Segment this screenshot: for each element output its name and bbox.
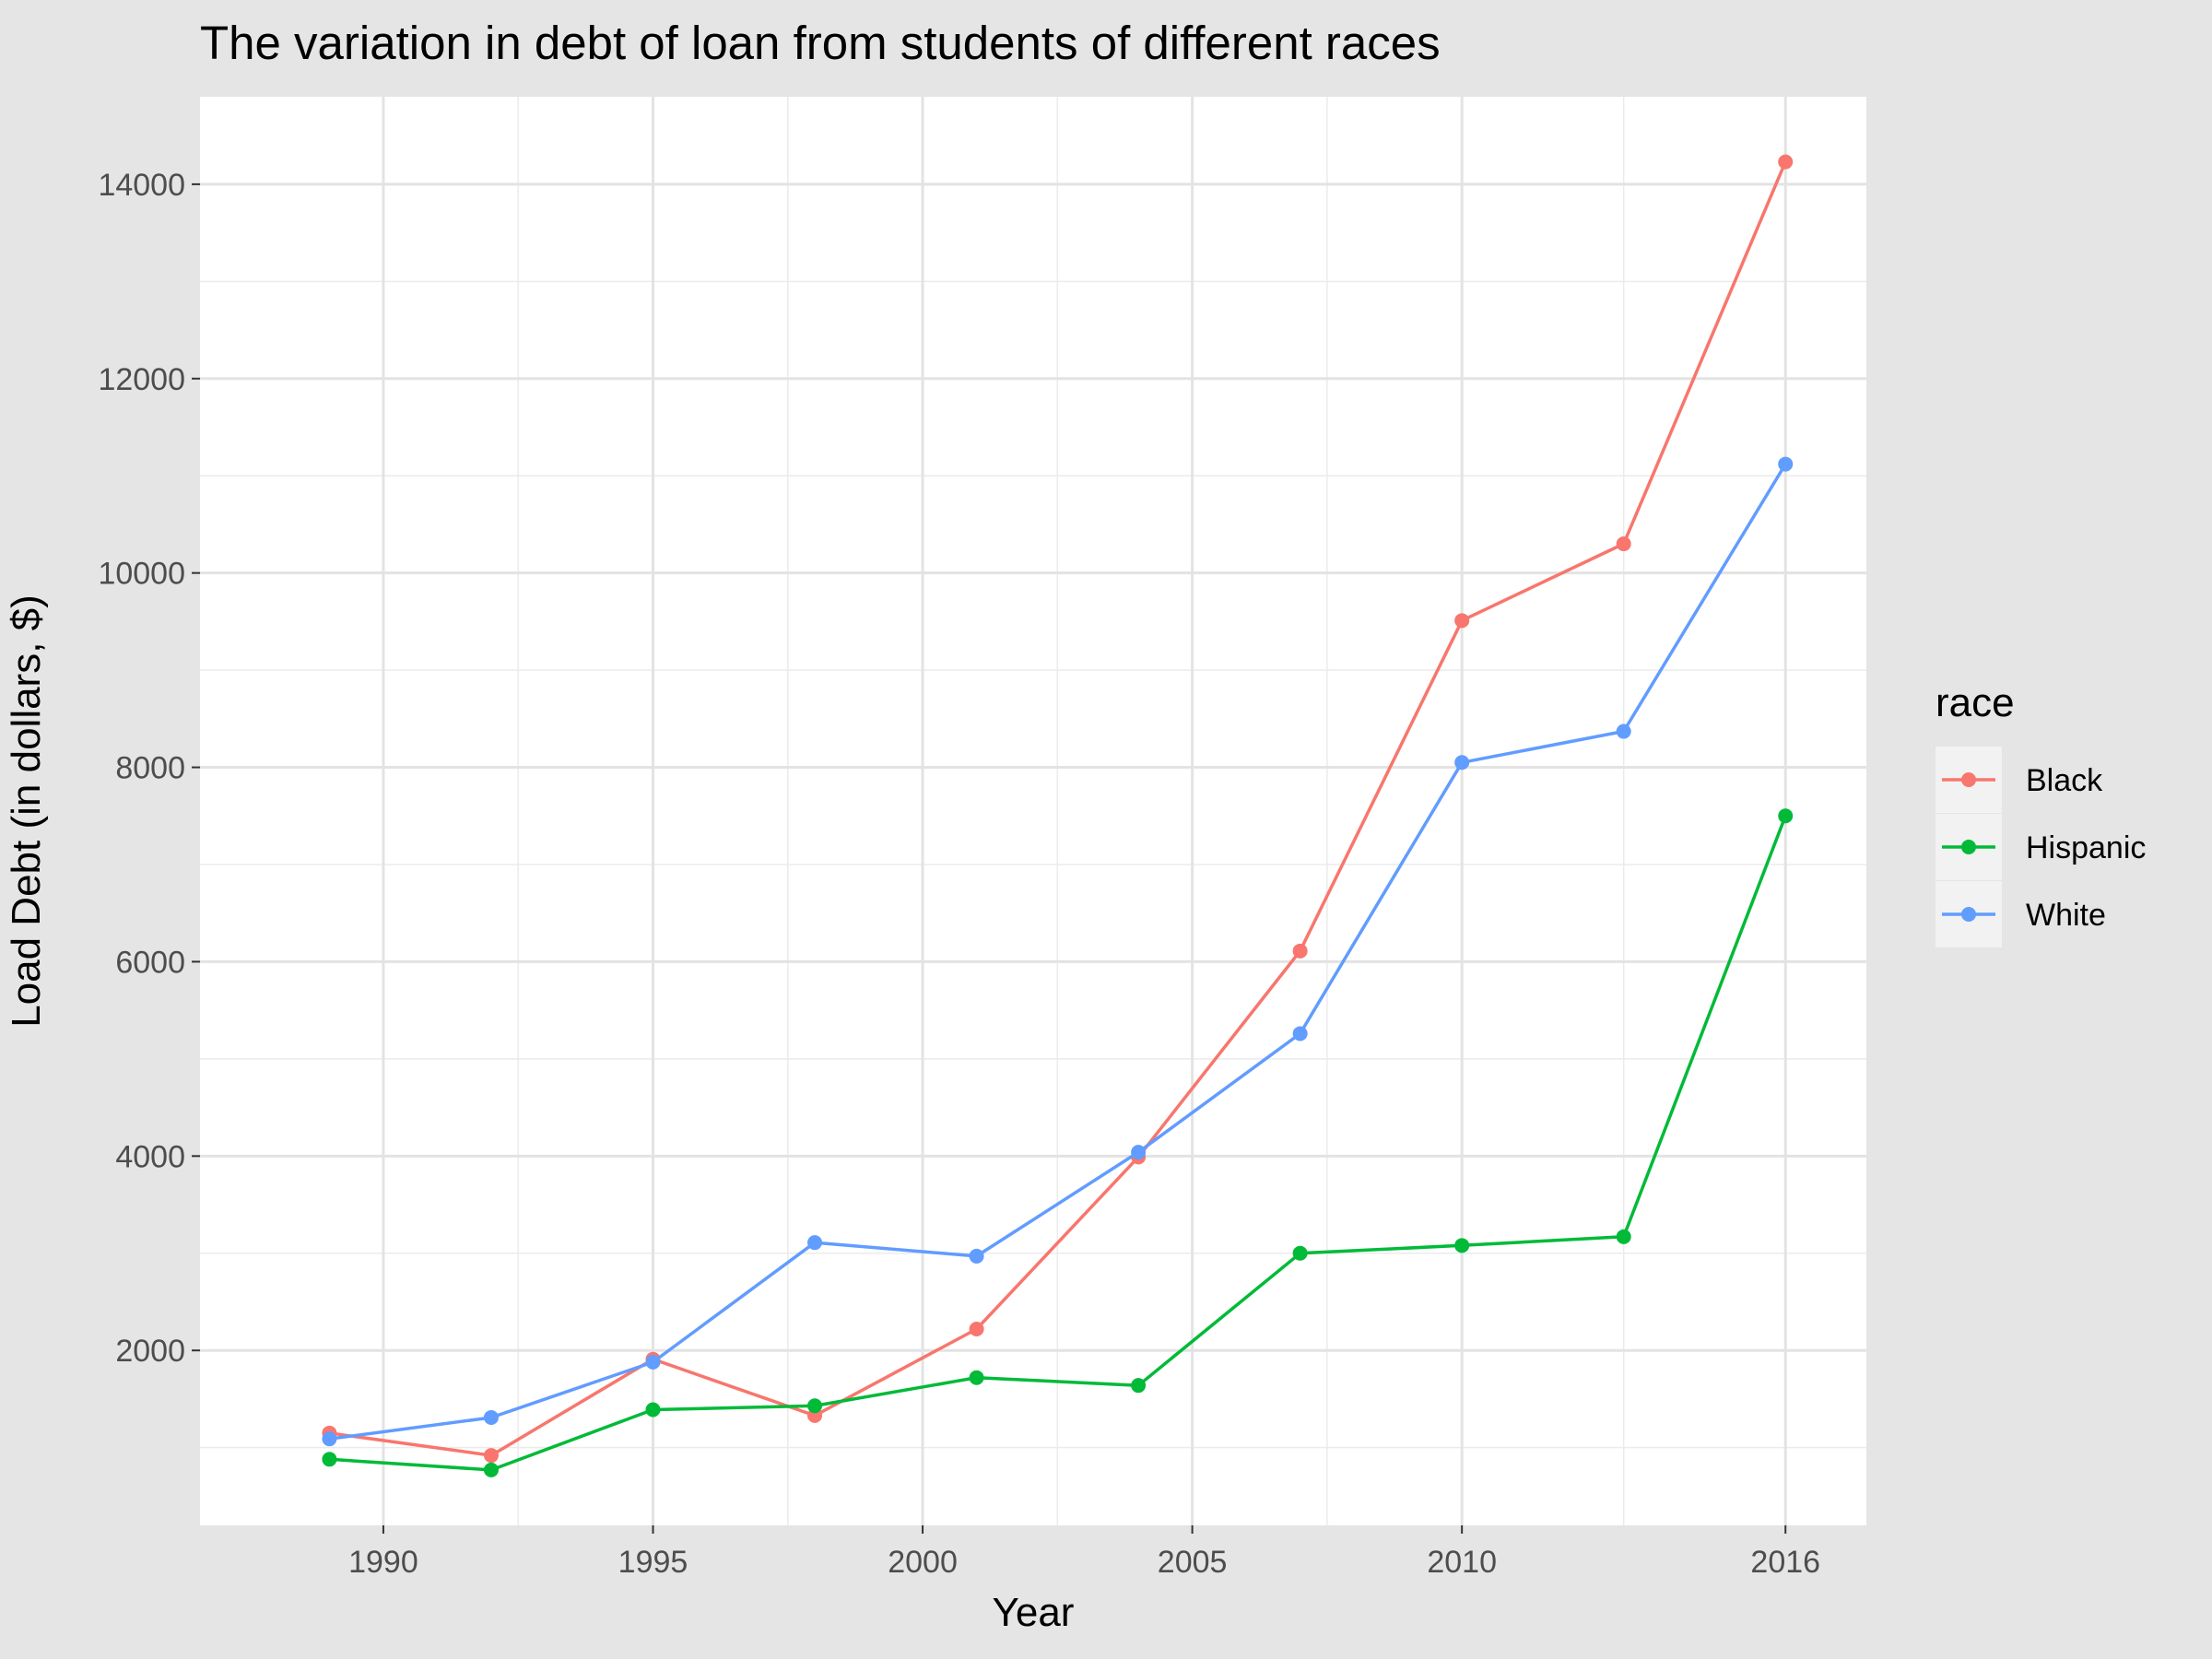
legend-item-hispanic: Hispanic <box>1936 814 2146 880</box>
data-point-black <box>1454 613 1470 629</box>
data-point-hispanic <box>322 1452 337 1467</box>
data-point-black <box>1292 943 1308 959</box>
legend: race Black Hispanic White <box>1936 680 2146 947</box>
data-point-black <box>1778 154 1794 170</box>
series-line-black <box>329 160 1787 1457</box>
y-axis-title: Load Debt (in dollars, $) <box>4 594 49 1028</box>
data-point-white <box>322 1431 337 1447</box>
legend-items: Black Hispanic White <box>1936 747 2146 947</box>
data-point-hispanic <box>1292 1245 1308 1261</box>
data-point-hispanic <box>1454 1238 1470 1253</box>
x-axis: 1990 1995 2000 2005 2010 2016 <box>348 1525 1820 1580</box>
x-tick-label: 2000 <box>888 1545 958 1580</box>
data-point-white <box>645 1354 661 1370</box>
y-tick-label: 2000 <box>115 1334 185 1369</box>
data-point-white <box>1292 1026 1308 1041</box>
data-point-hispanic <box>483 1462 499 1477</box>
x-tick-label: 1995 <box>618 1545 688 1580</box>
legend-label: White <box>2026 898 2106 933</box>
y-tick-label: 12000 <box>98 362 185 397</box>
y-tick-label: 10000 <box>98 557 185 592</box>
legend-item-white: White <box>1936 881 2106 947</box>
x-tick-label: 2005 <box>1158 1545 1228 1580</box>
data-point-hispanic <box>1616 1229 1631 1244</box>
data-point-white <box>807 1235 823 1251</box>
data-point-hispanic <box>807 1398 823 1414</box>
data-point-white <box>1454 755 1470 771</box>
data-point-hispanic <box>1778 808 1794 824</box>
series-line-hispanic <box>329 815 1787 1472</box>
x-axis-title: Year <box>993 1590 1075 1635</box>
plot-panel <box>200 97 1866 1525</box>
legend-label: Hispanic <box>2026 830 2146 865</box>
data-point-black <box>1616 536 1631 552</box>
series-white <box>322 456 1794 1447</box>
data-point-white <box>1131 1145 1147 1160</box>
y-tick-label: 14000 <box>98 168 185 203</box>
data-point-white <box>483 1409 499 1425</box>
data-point-white <box>1616 724 1631 739</box>
data-point-black <box>483 1448 499 1464</box>
data-point-white <box>969 1248 984 1264</box>
x-tick-label: 2010 <box>1427 1545 1497 1580</box>
data-point-hispanic <box>645 1402 661 1418</box>
y-tick-label: 4000 <box>115 1139 185 1174</box>
legend-item-black: Black <box>1936 747 2103 813</box>
legend-key-point <box>1961 772 1976 787</box>
legend-label: Black <box>2026 763 2103 798</box>
y-tick-label: 8000 <box>115 751 185 786</box>
series-lines <box>322 154 1794 1477</box>
y-tick-label: 6000 <box>115 945 185 980</box>
series-hispanic <box>322 808 1794 1477</box>
y-axis: 2000 4000 6000 8000 10000 12000 14000 <box>98 168 200 1369</box>
legend-key-point <box>1961 840 1976 854</box>
data-point-black <box>969 1322 984 1337</box>
legend-key-point <box>1961 907 1976 922</box>
x-tick-label: 1990 <box>348 1545 418 1580</box>
chart-title: The variation in debt of loan from stude… <box>200 17 1441 69</box>
series-line-white <box>329 463 1787 1441</box>
data-point-hispanic <box>1131 1378 1147 1394</box>
legend-title: race <box>1936 680 2015 725</box>
data-point-white <box>1778 456 1794 472</box>
data-point-hispanic <box>969 1370 984 1385</box>
x-tick-label: 2016 <box>1750 1545 1820 1580</box>
